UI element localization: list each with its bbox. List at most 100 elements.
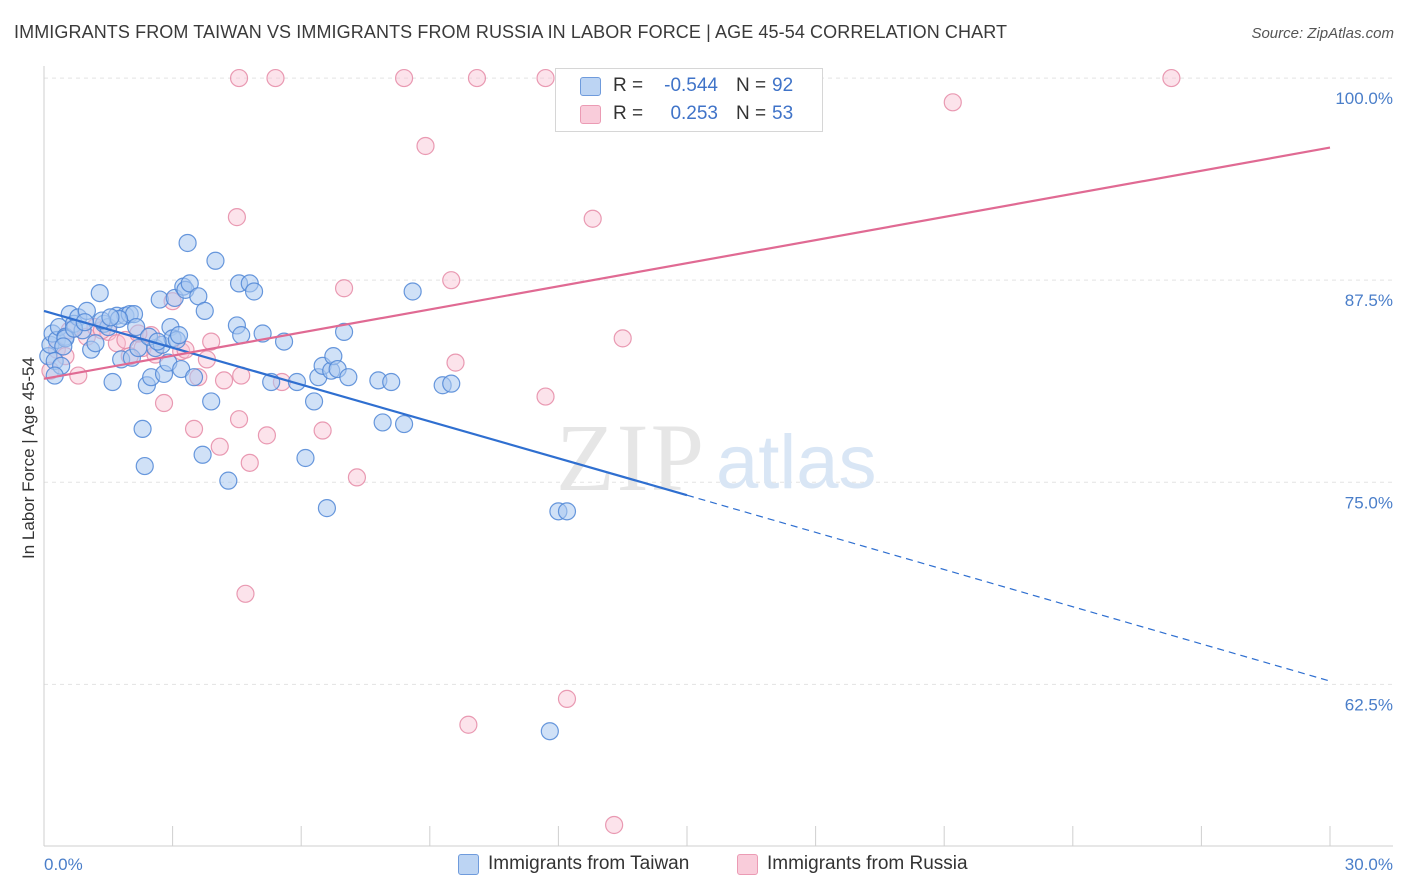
taiwan-point-78 [557,502,577,521]
russia-point-39 [446,353,465,372]
russia-point-1 [266,68,285,88]
taiwan-point-74 [403,282,422,301]
russia-point-11 [334,279,354,298]
taiwan-point-60 [296,448,315,468]
russia-point-38 [347,468,367,487]
taiwan-point-69 [339,368,358,387]
russia-point-27 [184,419,204,438]
russia-point-8 [416,136,435,156]
russia-trendline [43,146,1331,380]
y-tick-labels: 62.5% 75.0% 87.5% 100.0% [1335,89,1393,714]
trendlines [43,146,1331,682]
russia-point-10 [583,209,602,228]
legend-n-value: 92 [772,75,794,96]
taiwan-point-76 [442,374,461,393]
taiwan-point-49 [206,251,225,270]
russia-point-43 [459,715,478,734]
russia-point-0 [229,68,249,88]
russia-point-40 [536,387,555,406]
axes [43,66,1393,847]
series-legend: Immigrants from Taiwan Immigrants from R… [0,852,1406,878]
russia-point-41 [236,584,255,603]
taiwan-point-46 [193,445,212,464]
taiwan-point-64 [317,499,337,518]
taiwan-point-43 [180,274,199,293]
russia-point-12 [442,271,461,290]
taiwan-point-18 [103,372,122,392]
russia-point-35 [257,426,277,445]
taiwan-point-86 [101,308,120,327]
legend-label-taiwan: Immigrants from Taiwan [488,853,690,874]
taiwan-point-26 [133,419,152,438]
watermark: ZIP atlas [556,404,877,511]
legend-swatch-taiwan [580,77,601,96]
legend-swatch-russia [580,105,601,124]
russia-point-7 [943,93,962,112]
taiwan-trendline [43,309,688,497]
legend-swatch-taiwan [458,854,479,875]
taiwan-point-27 [135,456,154,476]
taiwan-point-14 [86,334,105,353]
russia-point-2 [394,68,414,88]
legend-n-label: N = [736,103,767,124]
russia-point-42 [557,689,577,708]
taiwan-point-72 [382,372,401,392]
taiwan-point-79 [540,722,559,741]
taiwan-point-88 [54,337,73,356]
legend-r-value: -0.544 [664,75,718,96]
russia-point-24 [154,393,174,413]
russia-point-9 [227,208,246,227]
y-tick-label-0: 62.5% [1345,695,1393,714]
russia-point-44 [605,815,624,835]
russia-point-37 [313,421,332,440]
chart-title: IMMIGRANTS FROM TAIWAN VS IMMIGRANTS FRO… [14,22,1008,42]
russia-point-16 [69,366,88,385]
taiwan-point-61 [304,392,324,411]
russia-point-4 [536,68,555,88]
x-tick-label-min: 0.0% [44,855,83,874]
russia-point-30 [210,437,229,456]
russia-point-34 [240,453,259,472]
y-tick-label-3: 100.0% [1335,89,1393,108]
legend-row-russia: R = 0.253 N = 53 [556,100,822,128]
taiwan-point-31 [150,290,169,309]
taiwan-point-47 [195,301,214,320]
legend-r-label: R = [613,103,644,124]
taiwan-point-68 [334,322,354,341]
taiwan-point-71 [373,413,392,432]
legend-r-value: 0.253 [670,103,718,124]
taiwan-point-50 [219,471,238,490]
legend-n-value: 53 [772,103,794,124]
taiwan-point-39 [172,359,191,379]
y-tick-label-2: 87.5% [1345,291,1393,310]
series-taiwan-points [39,233,577,741]
russia-point-31 [214,371,234,390]
x-tick-label-max: 30.0% [1345,855,1393,874]
russia-point-3 [467,68,487,88]
legend-r-label: R = [613,75,644,96]
correlation-legend: R = -0.544 N = 92 R = 0.253 N = 53 [555,68,823,132]
x-tick-labels: 0.0% 30.0% [44,855,1393,874]
taiwan-point-48 [202,392,221,411]
taiwan-trendline-extension [686,494,1331,682]
taiwan-point-90 [169,326,189,345]
legend-row-taiwan: R = -0.544 N = 92 [556,72,822,100]
taiwan-point-15 [90,284,109,303]
russia-point-6 [1162,68,1181,88]
taiwan-point-73 [394,414,414,434]
legend-n-label: N = [736,75,767,96]
y-tick-label-1: 75.0% [1345,493,1393,512]
legend-label-russia: Immigrants from Russia [767,853,968,874]
watermark-atlas: atlas [716,420,877,505]
taiwan-point-42 [178,233,197,253]
legend-swatch-russia [737,854,758,875]
taiwan-point-44 [184,368,204,387]
taiwan-point-53 [232,326,251,345]
russia-point-29 [202,332,221,351]
russia-point-13 [613,329,632,348]
taiwan-point-84 [127,317,146,337]
russia-point-32 [229,410,249,429]
taiwan-point-55 [244,282,264,301]
chart-source: Source: ZipAtlas.com [1251,25,1394,42]
